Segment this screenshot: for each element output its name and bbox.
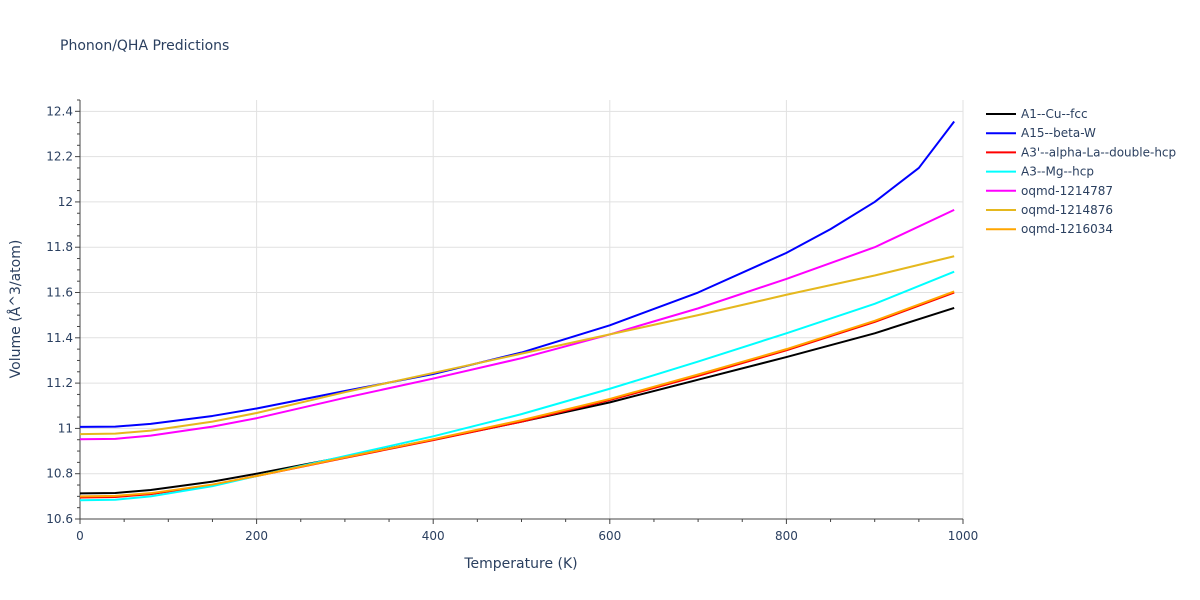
y-tick-label: 11.2: [46, 376, 73, 390]
legend-item[interactable]: A1--Cu--fcc: [986, 107, 1088, 121]
series-line-a3-mg-hcp: [79, 270, 955, 502]
y-tick-label: 10.6: [46, 512, 73, 526]
x-tick-label: 1000: [948, 529, 979, 543]
legend-label: A3--Mg--hcp: [1021, 165, 1094, 179]
y-tick-label: 10.8: [46, 467, 73, 481]
x-tick-label: 600: [598, 529, 621, 543]
y-tick-label: 11.8: [46, 240, 73, 254]
y-tick-label: 12.2: [46, 150, 73, 164]
y-axis-title: Volume (Å^3/atom): [7, 240, 24, 379]
series-line-oqmd-1216034: [79, 290, 955, 498]
y-tick-label: 12.4: [46, 104, 73, 118]
x-tick-label: 800: [775, 529, 798, 543]
legend-item[interactable]: oqmd-1214787: [986, 184, 1113, 198]
legend-item[interactable]: A3'--alpha-La--double-hcp: [986, 145, 1176, 159]
legend-label: oqmd-1216034: [1021, 222, 1113, 236]
x-tick-label: 400: [422, 529, 445, 543]
x-tick-label: 200: [245, 529, 268, 543]
legend-label: oqmd-1214876: [1021, 203, 1113, 217]
x-axis-title: Temperature (K): [463, 556, 577, 572]
legend-item[interactable]: oqmd-1214876: [986, 203, 1113, 217]
x-tick-labels: 0 200 400 600 800 1000: [76, 529, 978, 543]
series-line-a15-beta-w: [79, 120, 955, 428]
series-line-oqmd-1214876: [79, 255, 955, 436]
axes: [75, 99, 964, 524]
y-tick-labels: 10.6 10.8 11 11.2 11.4 11.6 11.8 12 12.2 12.4: [46, 104, 73, 526]
y-tick-label: 11.4: [46, 331, 73, 345]
data-series: [79, 120, 955, 502]
x-tick-label: 0: [76, 529, 84, 543]
legend-item[interactable]: A3--Mg--hcp: [986, 165, 1094, 179]
y-tick-label: 11.6: [46, 286, 73, 300]
legend-label: A15--beta-W: [1021, 126, 1096, 140]
chart-title: Phonon/QHA Predictions: [60, 38, 229, 54]
legend-label: A1--Cu--fcc: [1021, 107, 1088, 121]
series-line-oqmd-1214787: [79, 208, 955, 441]
legend-label: oqmd-1214787: [1021, 184, 1113, 198]
legend-item[interactable]: oqmd-1216034: [986, 222, 1113, 236]
y-tick-label: 12: [58, 195, 73, 209]
legend[interactable]: A1--Cu--fcc A15--beta-W A3'--alpha-La--dou…: [986, 107, 1176, 236]
y-tick-label: 11: [58, 421, 73, 435]
legend-label: A3'--alpha-La--double-hcp: [1021, 145, 1176, 159]
legend-item[interactable]: A15--beta-W: [986, 126, 1096, 140]
